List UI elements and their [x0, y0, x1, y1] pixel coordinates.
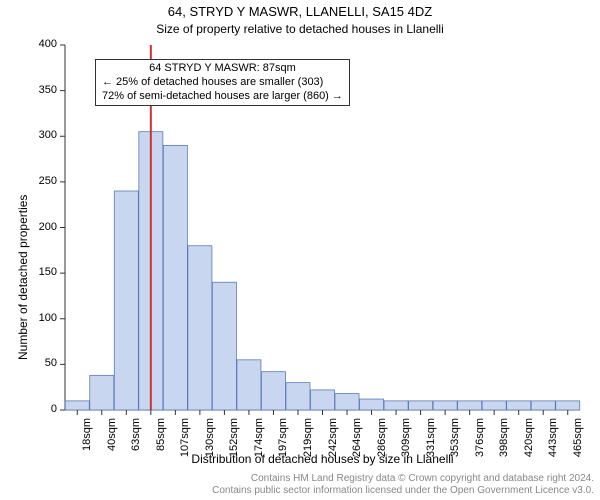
y-tick-label: 300: [39, 129, 57, 141]
y-axis-label: Number of detached properties: [16, 195, 30, 360]
annotation-line-1: 64 STRYD Y MASWR: 87sqm: [102, 62, 343, 76]
annotation-line-3: 72% of semi-detached houses are larger (…: [102, 90, 343, 104]
y-tick-label: 200: [39, 221, 57, 233]
annotation-line-2: ← 25% of detached houses are smaller (30…: [102, 76, 343, 90]
y-tick-label: 400: [39, 38, 57, 50]
y-tick-label: 350: [39, 84, 57, 96]
y-tick-label: 250: [39, 175, 57, 187]
y-tick-label: 150: [39, 266, 57, 278]
annotation-box: 64 STRYD Y MASWR: 87sqm ← 25% of detache…: [95, 59, 350, 106]
y-tick-label: 50: [45, 357, 57, 369]
footer-line-2: Contains public sector information licen…: [212, 485, 594, 497]
x-axis-label: Distribution of detached houses by size …: [65, 452, 580, 466]
chart-container: 64, STRYD Y MASWR, LLANELLI, SA15 4DZ Si…: [0, 0, 600, 500]
y-tick-label: 100: [39, 312, 57, 324]
footer: Contains HM Land Registry data © Crown c…: [212, 473, 594, 496]
y-tick-label: 0: [51, 403, 57, 415]
footer-line-1: Contains HM Land Registry data © Crown c…: [212, 473, 594, 485]
